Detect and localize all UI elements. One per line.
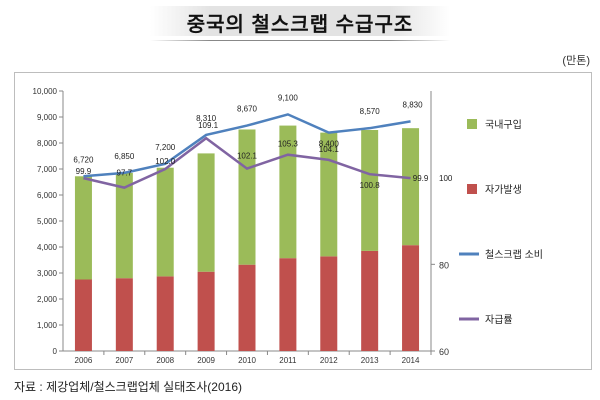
line-scrap-consumption	[83, 113, 411, 178]
y-tick-label-left: 4,000	[37, 243, 58, 252]
unit-label: (만톤)	[562, 55, 590, 67]
y-tick-label-right: 80	[439, 260, 449, 270]
bar-domestic-purchase	[197, 153, 215, 272]
x-tick-label: 2013	[361, 356, 379, 365]
legend-label: 철스크랩 소비	[485, 249, 543, 261]
data-label-consumption: 8,400	[319, 140, 340, 149]
x-tick-label: 2008	[156, 356, 174, 365]
bar-self-generated	[238, 264, 256, 351]
data-label-ratio: 102.0	[155, 157, 176, 166]
data-label-ratio: 99.9	[413, 174, 429, 183]
legend-label: 국내구입	[485, 118, 522, 131]
data-label-consumption: 8,670	[237, 105, 258, 114]
legend-swatch	[467, 184, 477, 194]
bar-self-generated	[74, 279, 92, 351]
legend-label: 자가발생	[485, 184, 522, 196]
y-tick-label-left: 2,000	[37, 295, 58, 304]
y-tick-label-left: 8,000	[37, 139, 58, 148]
y-tick-label-left: 3,000	[37, 269, 58, 278]
bar-self-generated	[361, 250, 379, 351]
x-tick-label: 2014	[402, 356, 420, 365]
source-note: 자료 : 제강업체/철스크랩업체 실태조사(2016)	[14, 380, 242, 394]
y-tick-label-left: 6,000	[37, 191, 58, 200]
x-tick-label: 2006	[75, 356, 93, 365]
bar-self-generated	[279, 258, 297, 351]
y-tick-label-left: 10,000	[33, 87, 58, 96]
y-tick-label-left: 1,000	[37, 321, 58, 330]
data-label-ratio: 97.7	[117, 169, 133, 178]
y-tick-label-left: 7,000	[37, 165, 58, 174]
bar-self-generated	[115, 278, 133, 351]
data-label-consumption: 7,200	[155, 143, 176, 152]
data-label-ratio: 104.1	[319, 145, 340, 154]
data-label-ratio: 100.8	[360, 181, 381, 190]
data-label-consumption: 6,850	[114, 152, 135, 161]
data-label-ratio: 105.3	[278, 140, 299, 149]
data-label-ratio-extra: 100	[439, 174, 453, 183]
legend-swatch	[467, 119, 477, 129]
data-label-ratio: 109.1	[198, 121, 219, 130]
title-area: 중국의 철스크랩 수급구조	[0, 0, 600, 44]
bar-domestic-purchase	[279, 125, 297, 259]
bar-self-generated	[156, 276, 174, 351]
line-self-sufficiency	[83, 136, 411, 189]
y-tick-label-right: 60	[439, 347, 449, 357]
data-label-ratio: 99.9	[76, 167, 92, 176]
bar-domestic-purchase	[156, 167, 174, 277]
bar-domestic-purchase	[74, 176, 92, 280]
x-tick-label: 2009	[197, 356, 215, 365]
bar-domestic-purchase	[115, 172, 133, 279]
legend-label: 자급률	[485, 314, 513, 326]
bar-self-generated	[197, 271, 215, 351]
x-tick-label: 2007	[115, 356, 133, 365]
x-tick-label: 2010	[238, 356, 256, 365]
data-label-consumption: 6,720	[73, 155, 94, 164]
bar-self-generated	[320, 256, 338, 351]
data-label-consumption: 9,100	[278, 93, 299, 102]
x-tick-label: 2011	[279, 356, 297, 365]
bar-domestic-purchase	[238, 129, 256, 265]
bar-domestic-purchase	[320, 132, 338, 257]
x-tick-label: 2012	[320, 356, 338, 365]
data-label-ratio: 102.1	[237, 152, 258, 161]
title-rule	[150, 40, 450, 41]
title-band	[150, 6, 450, 36]
bar-domestic-purchase	[402, 128, 420, 246]
data-label-consumption: 8,570	[360, 107, 381, 116]
y-tick-label-left: 9,000	[37, 113, 58, 122]
data-label-consumption: 8,830	[403, 100, 424, 109]
data-label-consumption: 8,310	[196, 114, 217, 123]
chart-frame: 0 1,000 2,000 3,000 4,000 5,000 6,000 7,000 8,00…	[14, 72, 592, 370]
page-title: 중국의 철스크랩 수급구조	[186, 14, 414, 36]
chart-svg: 0 1,000 2,000 3,000 4,000 5,000 6,000 7,000 8,00…	[33, 87, 543, 365]
y-tick-label-left: 5,000	[37, 217, 58, 226]
bar-domestic-purchase	[361, 130, 379, 251]
bar-self-generated	[402, 245, 420, 351]
y-tick-label-left: 0	[53, 347, 58, 356]
